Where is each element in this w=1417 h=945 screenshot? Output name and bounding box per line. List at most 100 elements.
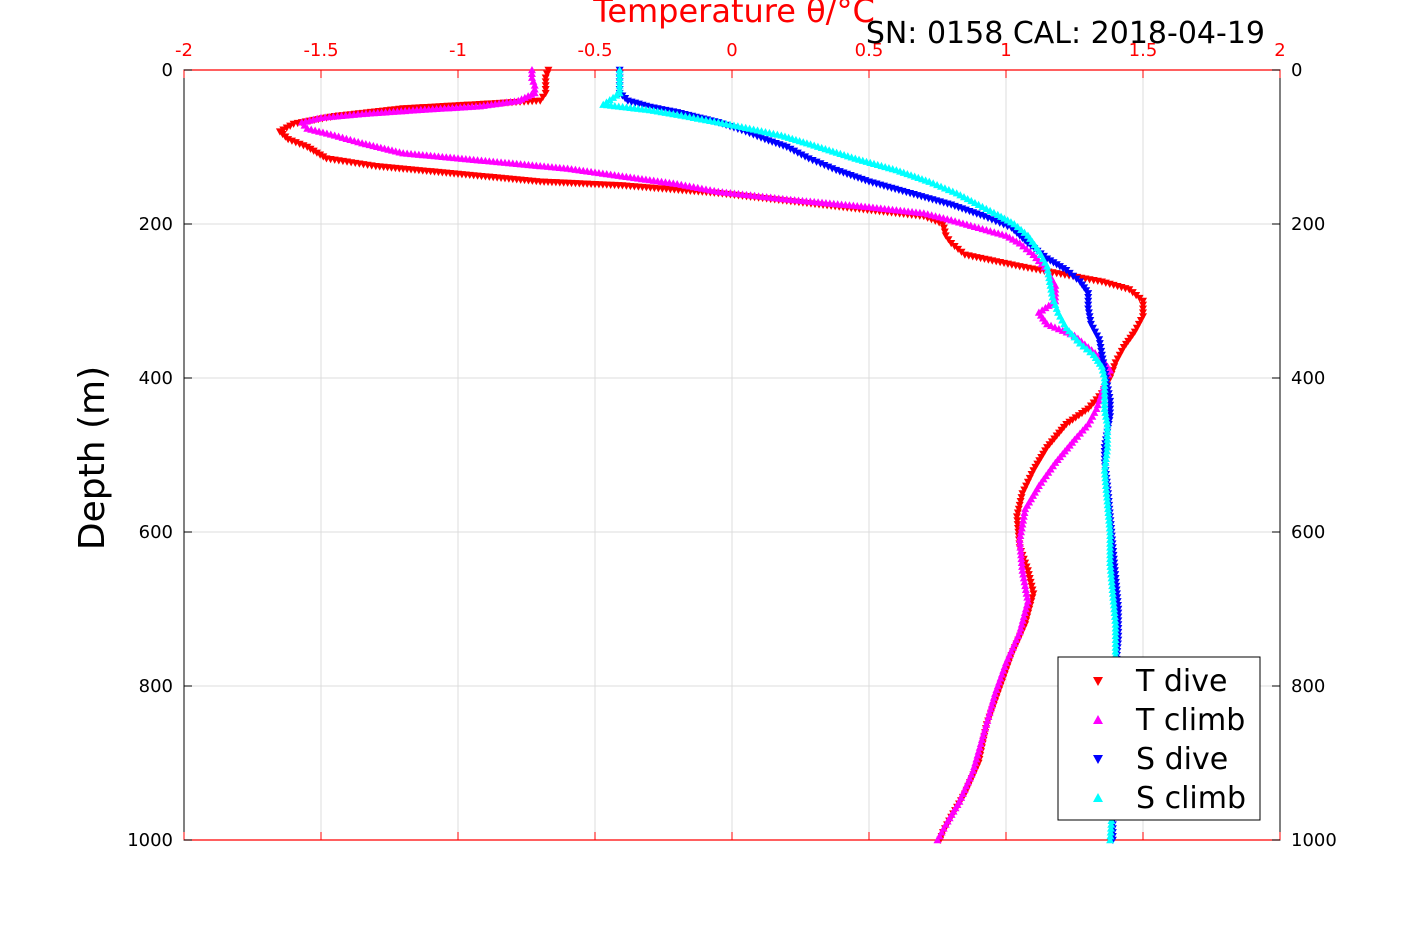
x-tick-label: 0 — [726, 40, 737, 61]
data-point — [319, 153, 328, 161]
data-point — [1117, 347, 1126, 356]
data-point — [1029, 467, 1038, 475]
data-point — [1109, 593, 1118, 601]
data-point — [977, 735, 986, 744]
data-point — [1052, 261, 1061, 269]
data-point — [1107, 570, 1116, 578]
data-point — [1101, 462, 1110, 470]
data-point — [1093, 332, 1102, 340]
data-point — [289, 120, 298, 128]
data-point — [1019, 574, 1028, 582]
data-point — [1019, 512, 1028, 520]
data-point — [309, 147, 318, 155]
legend-label: T climb — [1135, 703, 1245, 738]
data-point — [786, 145, 795, 153]
data-point — [1115, 351, 1124, 359]
data-point — [615, 73, 624, 81]
data-point — [1100, 381, 1109, 389]
data-point — [1088, 324, 1097, 332]
data-point — [1021, 585, 1030, 593]
data-point — [303, 143, 312, 151]
legend-label: S dive — [1136, 742, 1228, 777]
data-point — [1108, 585, 1117, 593]
series-t-dive — [275, 66, 1147, 844]
data-point — [1095, 336, 1104, 344]
data-point — [1019, 516, 1028, 524]
data-point — [801, 153, 810, 161]
legend-marker — [1093, 677, 1103, 686]
data-point — [1103, 420, 1112, 428]
data-point — [1102, 416, 1111, 424]
data-point — [1013, 222, 1022, 231]
data-point — [615, 66, 624, 74]
data-point — [1098, 366, 1107, 374]
data-point — [1100, 466, 1109, 474]
data-point — [1103, 493, 1112, 501]
data-point — [1023, 597, 1032, 605]
data-point — [1106, 547, 1115, 555]
data-point — [1109, 597, 1118, 605]
data-point — [1022, 589, 1031, 597]
data-point — [1020, 508, 1029, 516]
data-point — [1110, 363, 1119, 371]
data-point — [1106, 535, 1115, 543]
data-point — [1106, 551, 1115, 559]
data-point — [940, 228, 949, 236]
data-point — [1103, 501, 1112, 509]
data-point — [1113, 355, 1122, 363]
data-point — [1106, 554, 1115, 563]
data-point — [1106, 562, 1115, 570]
data-point — [991, 689, 1000, 697]
data-point — [1017, 620, 1026, 628]
data-point — [1021, 581, 1030, 590]
data-point — [1139, 305, 1147, 313]
y-tick-label-right: 400 — [1291, 368, 1325, 389]
legend-marker — [1093, 715, 1103, 724]
data-point — [1108, 581, 1117, 590]
data-point — [1139, 309, 1147, 317]
data-point — [1105, 520, 1114, 528]
y-tick-label-left: 0 — [162, 60, 173, 81]
data-point — [1104, 512, 1113, 520]
data-point — [1018, 562, 1027, 570]
data-point — [1016, 624, 1025, 632]
data-point — [938, 220, 947, 228]
data-point — [1084, 297, 1093, 305]
data-point — [1021, 605, 1030, 613]
data-point — [1082, 345, 1091, 353]
data-point — [1046, 257, 1055, 265]
data-point — [1106, 528, 1115, 536]
data-point — [1139, 297, 1147, 305]
data-point — [793, 149, 802, 157]
data-point — [1059, 265, 1068, 273]
data-point — [1023, 567, 1032, 575]
data-point — [1103, 427, 1112, 436]
data-point — [1110, 612, 1119, 620]
y-tick-label-right: 0 — [1291, 60, 1302, 81]
data-point — [1022, 601, 1031, 609]
data-point — [544, 66, 553, 74]
data-point — [1110, 608, 1119, 617]
data-point — [541, 74, 550, 82]
data-point — [1023, 478, 1032, 486]
data-point — [1119, 344, 1128, 352]
legend-box — [1057, 656, 1261, 821]
data-point — [530, 81, 539, 89]
data-point — [1111, 639, 1120, 647]
data-point — [1027, 582, 1036, 590]
data-point — [1111, 643, 1120, 651]
data-point — [1101, 477, 1110, 486]
data-point — [1044, 270, 1053, 278]
data-point — [541, 89, 550, 98]
data-point — [1111, 359, 1120, 367]
data-point — [1017, 554, 1026, 563]
data-point — [527, 73, 536, 81]
data-point — [1013, 517, 1022, 525]
data-point — [1111, 624, 1120, 632]
data-point — [1019, 570, 1028, 578]
x-tick-label: -1 — [449, 40, 467, 61]
data-point — [312, 149, 321, 157]
x-tick-label: -0.5 — [577, 40, 612, 61]
data-point — [1108, 589, 1117, 597]
data-point — [1025, 247, 1034, 256]
